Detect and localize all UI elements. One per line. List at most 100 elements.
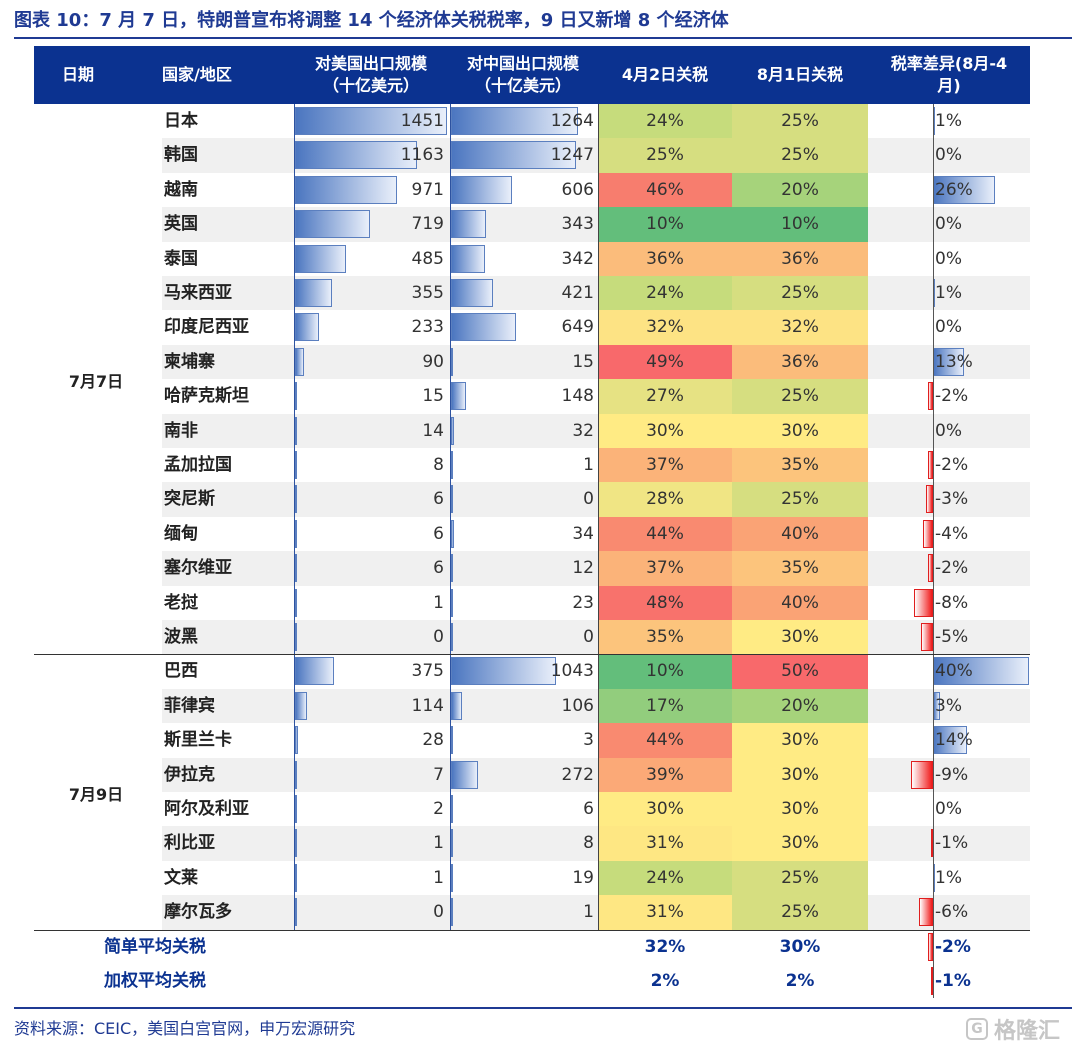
us-export-bar xyxy=(295,244,346,273)
us-export-bar xyxy=(295,760,297,789)
cn-export-bar xyxy=(451,726,453,755)
diff-value: -5% xyxy=(935,627,969,647)
source-note: 资料来源：CEIC，美国白宫官网，申万宏源研究 xyxy=(14,1019,356,1038)
us-export-value: 0 xyxy=(433,902,444,923)
tariff-apr-cell-bg xyxy=(598,448,732,483)
tariff-apr-cell-bg xyxy=(598,172,732,208)
cn-export-value: 343 xyxy=(561,214,594,235)
header-tariff-aug: 8月1日关税 xyxy=(732,46,868,104)
cn-export-value: 1 xyxy=(583,455,594,475)
tariff-apr-value: 37% xyxy=(646,455,684,475)
us-export-bar xyxy=(295,416,297,445)
tariff-apr-value: 39% xyxy=(646,764,684,785)
tariff-apr-cell-bg xyxy=(598,723,732,758)
table-row-stripe xyxy=(162,482,1030,517)
cn-export-value: 23 xyxy=(572,592,594,613)
tariff-aug-value: 36% xyxy=(781,351,819,372)
us-export-value: 1 xyxy=(433,833,444,854)
cn-export-value: 34 xyxy=(572,523,594,544)
tariff-apr-cell-bg xyxy=(598,792,732,827)
cn-export-axis xyxy=(450,104,451,930)
cn-export-bar xyxy=(451,141,577,170)
us-export-value: 971 xyxy=(411,179,444,200)
cn-export-value: 12 xyxy=(572,558,594,579)
us-export-bar xyxy=(295,623,297,651)
cn-export-bar xyxy=(451,451,453,479)
tariff-aug-cell-bg xyxy=(732,516,868,552)
diff-value: -9% xyxy=(935,764,969,785)
tariff-aug-value: 30% xyxy=(781,799,819,819)
us-export-value: 7 xyxy=(433,764,444,785)
tariff-aug-cell-bg xyxy=(732,585,868,620)
tariff-aug-cell-bg xyxy=(732,826,868,861)
us-export-value: 1 xyxy=(433,592,444,613)
us-export-value: 114 xyxy=(411,695,444,716)
tariff-aug-cell-bg xyxy=(732,172,868,208)
country-name: 南非 xyxy=(164,420,198,441)
diff-value: 0% xyxy=(935,145,962,166)
us-export-bar xyxy=(295,829,297,858)
country-name: 波黑 xyxy=(164,627,198,647)
country-name: 泰国 xyxy=(164,248,198,269)
tariff-apr-cell-bg xyxy=(598,585,732,620)
watermark-logo-icon: G xyxy=(966,1018,988,1040)
cn-export-value: 32 xyxy=(572,420,594,441)
us-export-value: 6 xyxy=(433,558,444,579)
tariff-apr-cell-bg xyxy=(598,413,732,448)
diff-bar-negative xyxy=(921,623,933,651)
cn-export-bar xyxy=(451,760,479,789)
tariff-apr-value: 48% xyxy=(646,592,684,613)
header-us-export: 对美国出口规模 （十亿美元） xyxy=(294,46,448,104)
header-diff-line1: 税率差异(8月-4 xyxy=(890,54,1008,73)
us-export-value: 375 xyxy=(411,661,444,682)
cn-export-bar xyxy=(451,485,453,514)
tariff-aug-value: 35% xyxy=(781,455,819,475)
tariff-aug-cell-bg xyxy=(732,792,868,827)
us-export-value: 719 xyxy=(411,214,444,235)
header-date: 日期 xyxy=(34,46,162,104)
cn-export-bar xyxy=(451,416,455,445)
header-us-export-line2: （十亿美元） xyxy=(322,76,419,95)
diff-bar-negative xyxy=(913,588,933,617)
tariff-apr-value: 31% xyxy=(646,833,684,854)
header-diff: 税率差异(8月-4 月) xyxy=(868,46,1030,104)
cn-export-value: 1264 xyxy=(550,111,594,131)
tariff-aug-cell-bg xyxy=(732,241,868,276)
table-row-stripe xyxy=(162,757,1030,792)
country-name: 柬埔寨 xyxy=(164,351,215,372)
diff-value: 0% xyxy=(935,799,962,819)
cn-export-value: 342 xyxy=(561,248,594,269)
country-name: 塞尔维亚 xyxy=(164,558,232,579)
tariff-apr-value: 44% xyxy=(646,730,684,751)
summary-diff-bar-negative xyxy=(928,932,933,961)
tariff-aug-value: 35% xyxy=(781,558,819,579)
tariff-aug-value: 25% xyxy=(781,489,819,510)
diff-value: 0% xyxy=(935,420,962,441)
tariff-apr-value: 46% xyxy=(646,179,684,200)
table-row-stripe xyxy=(162,895,1030,930)
summary-aug-value: 2% xyxy=(785,971,815,991)
tariff-apr-value: 25% xyxy=(646,145,684,166)
diff-value: 1% xyxy=(935,867,962,888)
tariff-aug-value: 25% xyxy=(781,902,819,923)
us-export-bar xyxy=(295,382,297,411)
summary-separator xyxy=(34,929,1030,931)
diff-value: -6% xyxy=(935,902,969,923)
cn-export-bar xyxy=(451,107,579,135)
us-export-value: 233 xyxy=(411,317,444,338)
tariff-aug-cell-bg xyxy=(732,895,868,930)
diff-value: 13% xyxy=(935,351,973,372)
watermark: G 格隆汇 xyxy=(966,1014,1060,1044)
us-export-bar xyxy=(295,795,297,823)
tariff-apr-cell-bg xyxy=(598,551,732,586)
table-row-stripe xyxy=(162,826,1030,861)
cn-export-bar xyxy=(451,863,453,892)
diff-axis xyxy=(933,104,934,999)
diff-bar-negative xyxy=(928,451,933,479)
tariff-aug-cell-bg xyxy=(732,138,868,173)
country-name: 越南 xyxy=(164,179,198,200)
us-export-bar xyxy=(295,863,297,892)
us-export-bar xyxy=(295,898,297,927)
tariff-apr-value: 30% xyxy=(646,420,684,441)
tariff-aug-value: 32% xyxy=(781,317,819,338)
